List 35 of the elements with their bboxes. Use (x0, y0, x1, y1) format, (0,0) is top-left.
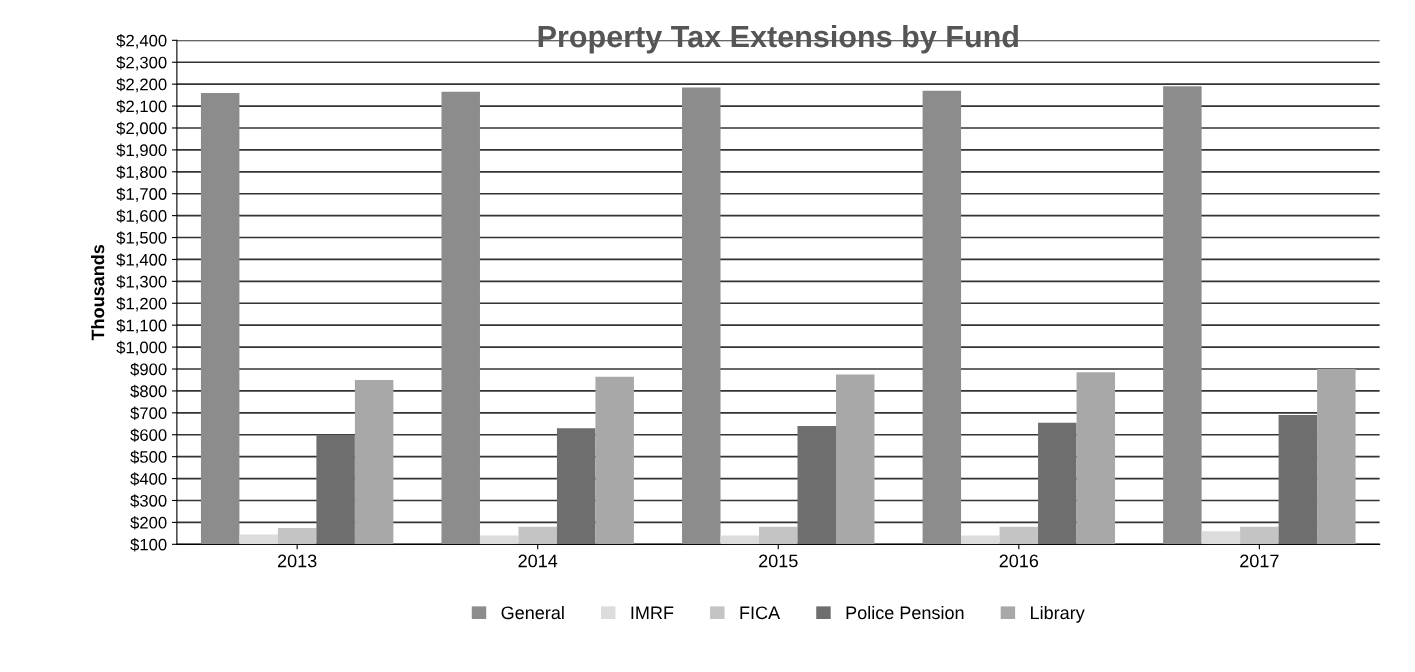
y-tick-label: $1,500 (116, 231, 167, 246)
y-tick-label: $1,800 (116, 165, 167, 180)
y-tick-label: $400 (130, 472, 167, 486)
legend-label: General (501, 605, 564, 620)
legend-label: Police Pension (846, 605, 964, 620)
y-tick-label: $300 (130, 494, 167, 508)
x-tick-label: 2016 (999, 554, 1039, 568)
x-tick-label: 2015 (759, 554, 798, 568)
x-tick-label: 2014 (518, 554, 558, 568)
y-tick-label: $2,300 (116, 55, 167, 71)
legend-label: FICA (740, 606, 781, 620)
y-tick-label: $800 (130, 384, 167, 399)
x-tick-label: 2017 (1240, 554, 1279, 568)
legend-label: IMRF (631, 606, 674, 620)
y-tick-label: $2,400 (116, 34, 167, 49)
x-tick-label: 2013 (277, 554, 317, 568)
y-tick-label: $1,200 (116, 296, 167, 312)
y-tick-label: $900 (130, 362, 167, 377)
y-tick-label: $600 (130, 428, 167, 442)
y-tick-label: $200 (130, 516, 167, 530)
y-tick-label: $500 (130, 450, 167, 464)
y-tick-label: $100 (130, 538, 167, 552)
legend-label: Library (1031, 605, 1085, 623)
y-tick-label: $1,400 (116, 253, 167, 268)
y-tick-label: $2,100 (116, 99, 167, 115)
y-axis-title: Thousands (91, 244, 105, 341)
y-tick-label: $1,700 (116, 187, 167, 202)
y-tick-label: $1,100 (116, 318, 167, 334)
y-tick-label: $1,300 (116, 275, 167, 290)
y-tick-label: $2,000 (116, 121, 167, 137)
y-tick-label: $700 (130, 406, 167, 421)
y-tick-label: $1,900 (116, 143, 167, 159)
y-tick-label: $1,600 (116, 209, 167, 224)
y-tick-label: $2,200 (116, 77, 167, 93)
y-tick-label: $1,000 (116, 340, 167, 356)
